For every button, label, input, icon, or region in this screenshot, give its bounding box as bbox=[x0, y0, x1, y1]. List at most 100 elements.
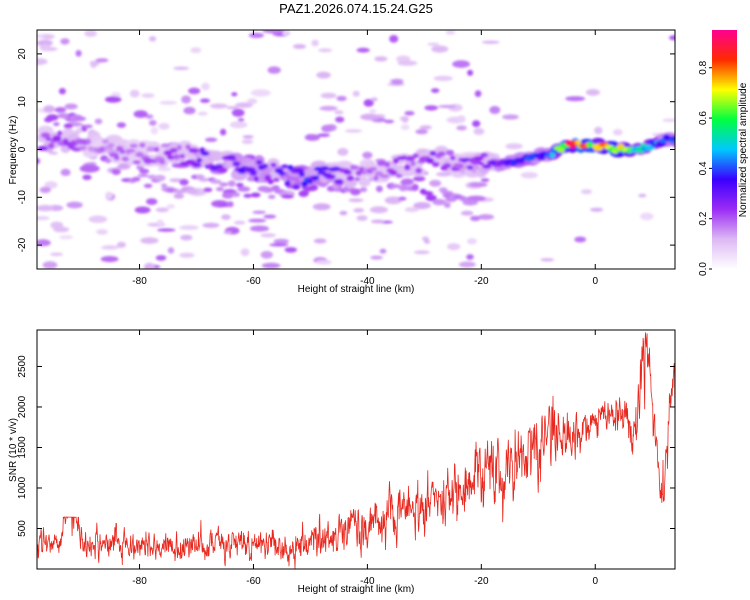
heatmap-speckle bbox=[209, 103, 228, 109]
heatmap-ridge-cell bbox=[37, 145, 48, 151]
heatmap-secondary-cell bbox=[53, 122, 60, 127]
heatmap-secondary-cell bbox=[161, 183, 167, 188]
heatmap-speckle bbox=[502, 114, 519, 120]
heatmap-speckle bbox=[452, 60, 470, 68]
heatmap-ridge-cell bbox=[384, 161, 391, 168]
colorbar-label: Normalized spectral amplitude bbox=[738, 82, 749, 217]
heatmap-secondary-cell bbox=[139, 168, 150, 174]
heatmap-speckle bbox=[505, 143, 523, 150]
snr-ylabel: SNR (10 * v/v) bbox=[8, 418, 19, 482]
heatmap-ridge-cell bbox=[253, 176, 259, 182]
heatmap-secondary-cell bbox=[143, 183, 153, 188]
heatmap-speckle bbox=[101, 245, 119, 250]
heatmap-speckle bbox=[59, 235, 74, 240]
heatmap-speckle bbox=[466, 238, 477, 245]
heatmap-ridge-cell bbox=[45, 136, 52, 142]
heatmap-secondary-cell bbox=[117, 162, 131, 170]
heatmap-speckle bbox=[565, 96, 586, 102]
heatmap-speckle bbox=[335, 116, 345, 123]
heatmap-speckle bbox=[157, 166, 172, 172]
heatmap-speckle bbox=[129, 89, 140, 98]
heatmap-speckle bbox=[226, 106, 238, 110]
heatmap-speckle bbox=[456, 125, 467, 131]
heatmap-speckle bbox=[39, 186, 51, 194]
heatmap-ridge-cell bbox=[160, 143, 170, 148]
heatmap-secondary-cell bbox=[268, 194, 276, 199]
heatmap-secondary-cell bbox=[425, 194, 437, 202]
heatmap-speckle bbox=[473, 127, 485, 135]
heatmap-speckle bbox=[250, 89, 271, 97]
heatmap-secondary-cell bbox=[250, 192, 261, 198]
heatmap-ridge-cell bbox=[121, 156, 129, 162]
heatmap-secondary-cell bbox=[421, 191, 434, 196]
heatmap-speckle bbox=[190, 47, 202, 54]
heatmap-ridge-cell bbox=[200, 151, 210, 156]
heatmap-speckle bbox=[263, 214, 277, 219]
heatmap-speckle bbox=[321, 124, 334, 133]
heatmap-ridge-cell bbox=[129, 143, 139, 148]
spectrogram-heatmap bbox=[37, 30, 675, 269]
heatmap-ridge-cell bbox=[343, 177, 358, 189]
heatmap-ridge-cell bbox=[185, 144, 191, 150]
heatmap-speckle bbox=[155, 255, 167, 261]
heatmap-speckle bbox=[104, 96, 122, 103]
snr-ytick-label: 500 bbox=[17, 520, 28, 537]
heatmap-speckle bbox=[273, 238, 289, 244]
heatmap-speckle bbox=[205, 137, 218, 142]
heatmap-speckle bbox=[226, 201, 234, 208]
heatmap-ridge-cell bbox=[126, 148, 136, 153]
heatmap-ridge-cell bbox=[426, 157, 435, 164]
heatmap-speckle bbox=[155, 207, 169, 213]
heatmap-secondary-cell bbox=[411, 183, 419, 191]
heatmap-speckle bbox=[37, 58, 48, 66]
heatmap-ridge-cell bbox=[466, 165, 474, 171]
heatmap-secondary-cell bbox=[350, 188, 361, 196]
heatmap-ridge-cell bbox=[301, 180, 309, 187]
heatmap-speckle bbox=[313, 238, 327, 244]
snr-ytick-label: 1000 bbox=[17, 476, 28, 499]
heatmap-speckle bbox=[371, 219, 385, 224]
heatmap-ridge-cell bbox=[343, 170, 352, 175]
heatmap-ridge-cell bbox=[281, 164, 289, 169]
heatmap-speckle bbox=[293, 44, 306, 49]
heatmap-speckle bbox=[669, 35, 675, 41]
heatmap-secondary-cell bbox=[459, 196, 468, 202]
snr-plot-area bbox=[37, 330, 675, 569]
heatmap-ridge-cell bbox=[47, 142, 55, 149]
heatmap-speckle bbox=[42, 34, 54, 40]
heatmap-ridge-cell bbox=[429, 150, 437, 157]
heatmap-speckle bbox=[100, 256, 119, 263]
heatmap-speckle bbox=[133, 110, 148, 118]
heatmap-secondary-cell bbox=[57, 113, 72, 119]
heatmap-speckle bbox=[468, 182, 488, 188]
snr-ytick-label: 2000 bbox=[17, 395, 28, 418]
heatmap-speckle bbox=[334, 110, 344, 115]
heatmap-speckle bbox=[477, 214, 495, 220]
heatmap-ridge-cell bbox=[369, 166, 378, 172]
heatmap-speckle bbox=[369, 109, 377, 113]
heatmap-speckle bbox=[37, 216, 50, 221]
heatmap-speckle bbox=[472, 120, 481, 128]
heatmap-speckle bbox=[247, 98, 258, 105]
heatmap-speckle bbox=[369, 206, 388, 214]
heatmap-speckle bbox=[200, 98, 210, 103]
snr-frame bbox=[36, 329, 676, 570]
heatmap-speckle bbox=[242, 135, 254, 139]
heatmap-speckle bbox=[397, 60, 418, 66]
heatmap-speckle bbox=[474, 90, 482, 98]
heatmap-ridge-cell bbox=[355, 170, 362, 176]
heatmap-speckle bbox=[436, 171, 452, 177]
heatmap-ridge-cell bbox=[405, 155, 416, 162]
heatmap-speckle bbox=[389, 35, 399, 43]
heatmap-speckle bbox=[105, 191, 113, 200]
heatmap-speckle bbox=[37, 39, 53, 47]
heatmap-speckle bbox=[181, 95, 192, 104]
heatmap-speckle bbox=[94, 118, 103, 125]
colorbar-tick-label: 0.6 bbox=[698, 111, 709, 125]
heatmap-speckle bbox=[221, 214, 231, 220]
heatmap-speckle bbox=[282, 31, 289, 36]
heatmap-speckle bbox=[445, 30, 456, 35]
heatmap-secondary-cell bbox=[432, 198, 447, 206]
heatmap-ridge-cell bbox=[373, 175, 379, 181]
heatmap-speckle bbox=[336, 95, 347, 102]
